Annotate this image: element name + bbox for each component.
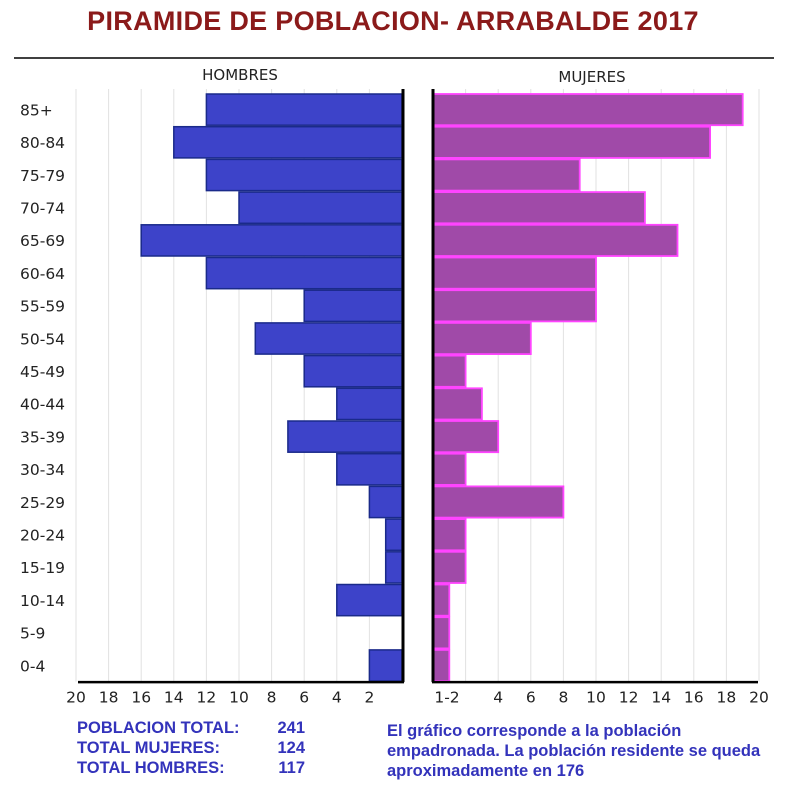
bar-women-35-39	[432, 420, 500, 454]
bar-women-25-29	[432, 485, 565, 519]
bar-men-65-69	[140, 224, 403, 257]
residency-note: El gráfico corresponde a la población em…	[387, 722, 761, 780]
bar-women-50-54	[432, 321, 532, 355]
bar-women-20-24	[432, 518, 467, 552]
left-tick-label: 10	[229, 689, 249, 707]
category-label: 10-14	[20, 592, 65, 610]
bar-women-85+	[432, 93, 744, 127]
category-label: 85+	[20, 101, 53, 119]
category-label: 60-64	[20, 265, 65, 283]
bar-men-15-19	[384, 551, 403, 584]
population-summary: POBLACION TOTAL: 241 TOTAL MUJERES: 124 …	[77, 718, 305, 778]
bar-women-80-84	[432, 125, 712, 159]
bar-women-45-49	[432, 354, 467, 388]
summary-row-men: TOTAL HOMBRES: 117	[77, 758, 305, 778]
bar-men-80-84	[173, 125, 403, 159]
right-tick-label: 16	[684, 689, 704, 707]
summary-row-total: POBLACION TOTAL: 241	[77, 718, 305, 738]
bar-women-30-34	[432, 452, 467, 486]
bar-women-0-4	[432, 649, 451, 683]
bar-men-60-64	[205, 256, 403, 290]
left-tick-label: 20	[66, 689, 86, 707]
summary-row-women: TOTAL MUJERES: 124	[77, 738, 305, 758]
right-tick-label: 1-2	[434, 689, 459, 707]
bar-women-60-64	[432, 256, 597, 290]
left-tick-label: 14	[164, 689, 184, 707]
left-tick-label: 6	[299, 689, 309, 707]
summary-label: TOTAL MUJERES:	[77, 739, 221, 757]
bar-men-45-49	[303, 354, 403, 388]
bar-men-40-44	[336, 387, 403, 421]
chart-title: PIRAMIDE DE POBLACION- ARRABALDE 2017	[87, 6, 699, 36]
bar-men-70-74	[238, 191, 403, 225]
series-label-women: MUJERES	[558, 68, 625, 86]
right-tick-label: 18	[717, 689, 737, 707]
right-tick-label: 8	[558, 689, 568, 707]
summary-label: POBLACION TOTAL:	[77, 719, 240, 737]
bar-men-30-34	[336, 452, 403, 486]
left-tick-label: 4	[332, 689, 342, 707]
bar-men-35-39	[287, 420, 403, 453]
bar-men-75-79	[205, 158, 403, 192]
category-label: 70-74	[20, 199, 65, 217]
bar-women-15-19	[432, 550, 467, 584]
summary-value: 117	[278, 759, 305, 777]
bar-men-50-54	[254, 322, 403, 355]
bar-men-10-14	[336, 583, 403, 617]
right-tick-label: 12	[619, 689, 639, 707]
category-label: 45-49	[20, 363, 65, 381]
right-tick-label: 6	[526, 689, 536, 707]
category-label: 75-79	[20, 167, 65, 185]
category-label: 0-4	[20, 657, 45, 675]
bar-men-0-4	[368, 649, 403, 682]
bar-women-40-44	[432, 387, 483, 421]
left-tick-label: 18	[99, 689, 119, 707]
right-tick-label: 4	[493, 689, 503, 707]
right-tick-label: 20	[749, 689, 769, 707]
summary-value: 241	[277, 719, 305, 737]
category-label: 20-24	[20, 526, 65, 544]
bar-men-25-29	[368, 485, 403, 519]
bar-women-65-69	[432, 223, 679, 257]
right-tick-label: 10	[586, 689, 606, 707]
category-label: 5-9	[20, 625, 45, 643]
category-label: 40-44	[20, 396, 65, 414]
category-label: 50-54	[20, 330, 65, 348]
right-tick-label: 14	[651, 689, 671, 707]
category-label: 15-19	[20, 559, 65, 577]
bar-men-55-59	[303, 289, 403, 323]
summary-label: TOTAL HOMBRES:	[77, 759, 225, 777]
left-tick-label: 16	[131, 689, 151, 707]
category-label: 25-29	[20, 494, 65, 512]
bar-women-75-79	[432, 158, 581, 192]
summary-value: 124	[277, 739, 305, 757]
category-label: 35-39	[20, 428, 65, 446]
category-label: 80-84	[20, 134, 65, 152]
bar-women-55-59	[432, 289, 597, 323]
bar-women-10-14	[432, 583, 451, 617]
category-label: 55-59	[20, 298, 65, 316]
left-tick-label: 2	[364, 689, 374, 707]
left-tick-label: 12	[197, 689, 217, 707]
left-tick-label: 8	[267, 689, 277, 707]
bar-men-85+	[205, 93, 403, 126]
bar-women-70-74	[432, 191, 646, 225]
series-label-men: HOMBRES	[202, 66, 278, 84]
bar-men-20-24	[384, 518, 403, 552]
category-label: 65-69	[20, 232, 65, 250]
category-label: 30-34	[20, 461, 65, 479]
bar-women-5-9	[432, 616, 451, 650]
